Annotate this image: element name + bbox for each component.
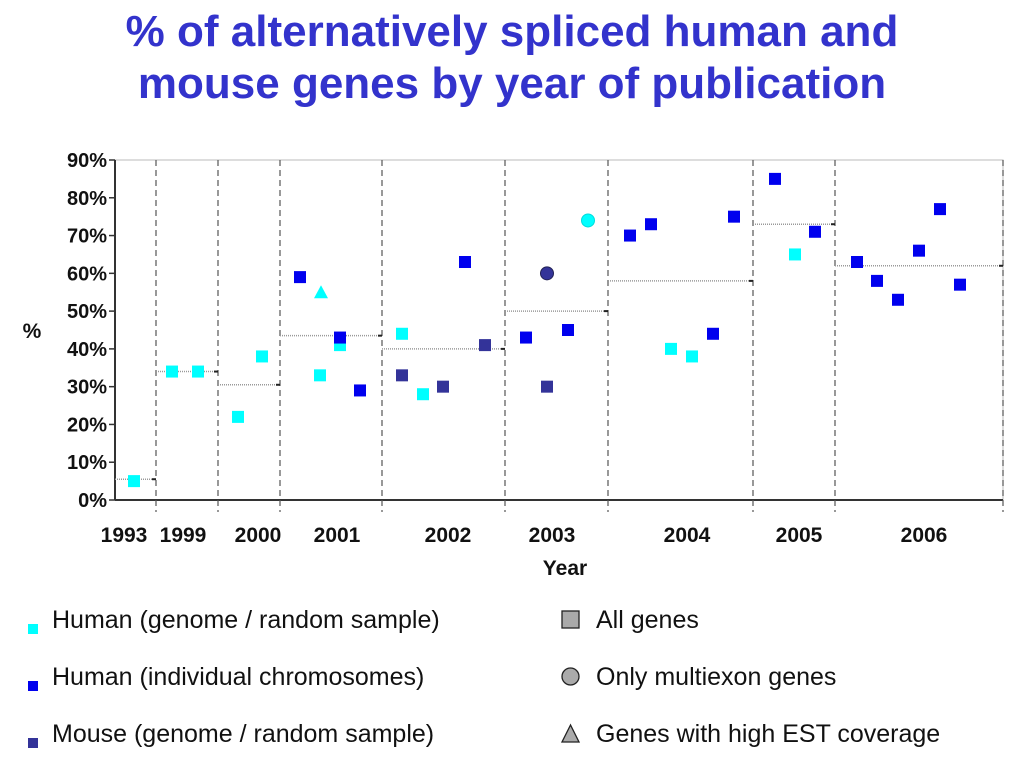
- x-tick-label-1993: 1993: [101, 524, 148, 547]
- y-tick-label: 40%: [67, 339, 107, 361]
- data-point-square: [256, 350, 268, 363]
- y-tick-label: 60%: [67, 263, 107, 285]
- data-point-square: [769, 172, 781, 185]
- y-tick-label: 10%: [67, 452, 107, 474]
- data-point-square: [459, 256, 471, 268]
- data-point-circle: [581, 213, 595, 228]
- y-tick-label: 90%: [67, 150, 107, 172]
- data-point-square: [665, 342, 677, 355]
- data-point-triangle: [314, 285, 328, 299]
- data-point-square: [396, 369, 408, 382]
- chart-title: % of alternatively spliced human and mou…: [0, 6, 1024, 110]
- data-point-square: [934, 203, 946, 216]
- data-point-square: [851, 256, 863, 268]
- data-point-square: [954, 278, 966, 291]
- legend-series-3-marker: [26, 727, 40, 756]
- legend-shape-circle-label: Only multiexon genes: [596, 663, 837, 691]
- legend-shape-circle-marker: [560, 666, 582, 695]
- data-point-square: [396, 327, 408, 340]
- data-point-square: [645, 218, 657, 231]
- data-point-square: [314, 369, 326, 382]
- legend-shape-triangle-label: Genes with high EST coverage: [596, 720, 941, 748]
- legend-series-2-marker: [26, 670, 40, 699]
- data-point-square: [871, 274, 883, 287]
- y-tick-label: 20%: [67, 414, 107, 436]
- scatter-chart: 0% 10% 20% 30% 40% 50% 60% 70% 80% 90% 1993 1999 200…: [23, 150, 1004, 580]
- legend-series-1-label: Human (genome / random sample): [52, 606, 440, 634]
- data-point-square: [192, 365, 204, 378]
- data-point-square: [128, 475, 140, 488]
- x-tick-label-2004: 2004: [664, 524, 711, 547]
- legend-series-2-label: Human (individual chromosomes): [52, 663, 425, 691]
- plot-area: [114, 159, 1004, 501]
- data-point-square: [232, 410, 244, 423]
- data-point-square: [913, 244, 925, 257]
- legend-shape-square-marker: [560, 609, 582, 638]
- y-tick-label: 50%: [67, 301, 107, 323]
- y-tick-label: 0%: [78, 490, 107, 512]
- x-tick-label-2005: 2005: [776, 524, 823, 547]
- data-point-square: [334, 331, 346, 344]
- x-axis-label: Year: [543, 557, 587, 580]
- y-tick-label: 30%: [67, 377, 107, 399]
- x-tick-label-2001: 2001: [314, 524, 361, 547]
- x-tick-label-2000: 2000: [235, 524, 282, 547]
- data-point-circle: [540, 266, 554, 281]
- data-point-square: [562, 324, 574, 336]
- data-point-square: [892, 293, 904, 306]
- data-point-square: [624, 229, 636, 242]
- data-point-square: [541, 380, 553, 393]
- y-axis-label: %: [23, 320, 42, 343]
- legend-series-3-label: Mouse (genome / random sample): [52, 720, 435, 748]
- data-point-square: [520, 331, 532, 344]
- data-point-square: [479, 339, 491, 352]
- data-point-square: [728, 210, 740, 223]
- y-tick-label: 80%: [67, 188, 107, 210]
- x-tick-label-1999: 1999: [160, 524, 207, 547]
- legend-shape-square-label: All genes: [596, 606, 699, 634]
- data-point-square: [437, 380, 449, 393]
- chart-title-line-1: % of alternatively spliced human and: [125, 7, 899, 56]
- chart-title-line-2: mouse genes by year of publication: [137, 59, 887, 108]
- data-point-square: [686, 350, 698, 363]
- data-point-square: [354, 384, 366, 397]
- data-point-square: [417, 388, 429, 401]
- legend-shape-triangle-marker: [560, 723, 582, 752]
- data-point-square: [809, 225, 821, 238]
- x-tick-label-2003: 2003: [529, 524, 576, 547]
- data-point-square: [294, 271, 306, 284]
- data-point-square: [789, 248, 801, 261]
- x-tick-label-2006: 2006: [901, 524, 948, 547]
- x-tick-label-2002: 2002: [425, 524, 472, 547]
- data-point-square: [166, 365, 178, 378]
- legend-series-1-marker: [26, 613, 40, 642]
- data-point-square: [707, 327, 719, 340]
- y-tick-label: 70%: [67, 226, 107, 248]
